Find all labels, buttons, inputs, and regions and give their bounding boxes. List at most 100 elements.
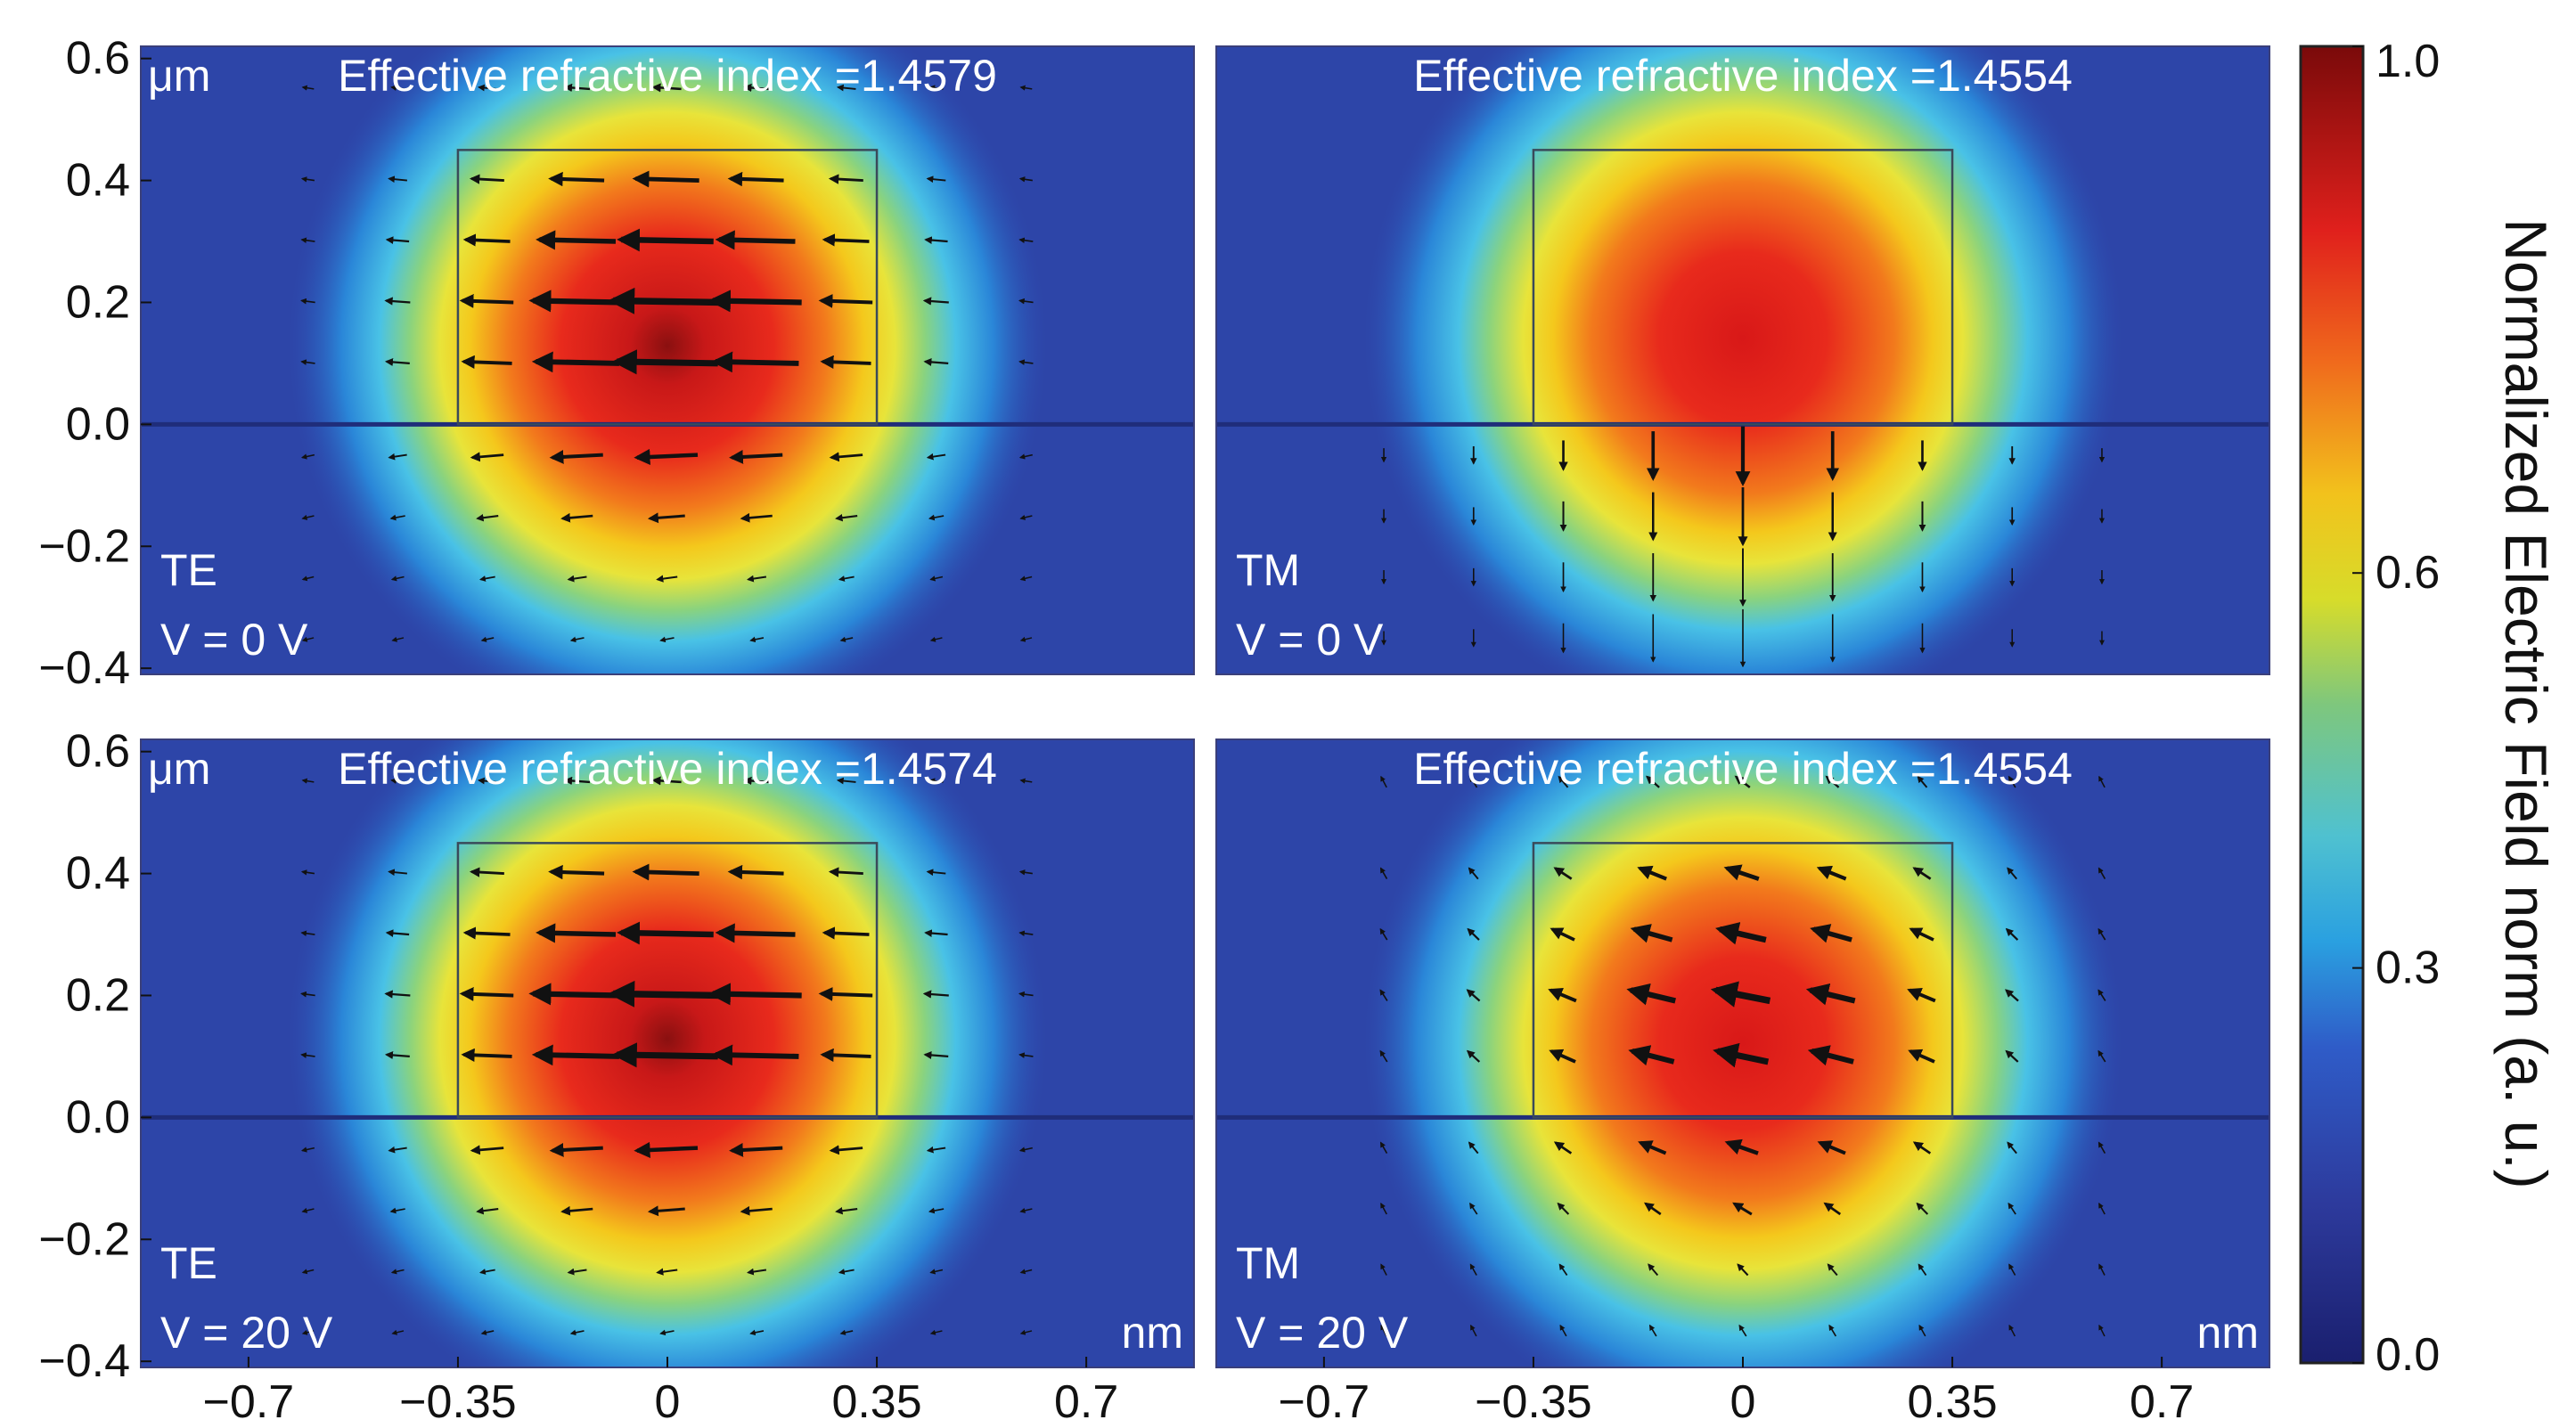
field-arrow: [2098, 927, 2106, 941]
field-arrow: [929, 1329, 943, 1335]
field-arrow: [1723, 864, 1760, 881]
waveguide-outline: [1532, 149, 1954, 426]
field-arrow: [929, 1269, 944, 1275]
field-arrow: [928, 514, 945, 521]
field-arrow: [1828, 1324, 1837, 1337]
field-arrow: [1807, 1045, 1854, 1066]
field-arrow: [1557, 1202, 1570, 1215]
field-arrow: [1019, 85, 1033, 91]
voltage-label: V = 20 V: [160, 1308, 333, 1358]
field-arrow: [301, 1207, 315, 1213]
field-arrow: [301, 778, 315, 784]
field-arrow: [715, 923, 796, 943]
field-arrow: [1912, 867, 1932, 880]
field-arrow: [634, 448, 699, 466]
field-arrow: [1827, 1263, 1838, 1277]
field-arrow: [839, 1329, 854, 1335]
field-arrow: [384, 1050, 410, 1059]
mode-label: TE: [160, 545, 217, 595]
colorbar-tick-label: 0.0: [2376, 1329, 2440, 1381]
field-arrow: [390, 778, 405, 784]
field-arrow: [300, 237, 315, 244]
field-arrow: [1626, 983, 1676, 1006]
field-arrow: [1648, 1324, 1657, 1337]
field-arrow: [922, 297, 949, 306]
field-arrow: [389, 1207, 405, 1214]
effective-index-label: Effective refractive index =1.4554: [1413, 744, 2073, 794]
colorbar-gradient: [2299, 45, 2365, 1365]
field-arrow: [528, 983, 623, 1006]
field-map: [141, 739, 1194, 1367]
field-arrow: [1380, 775, 1387, 788]
effective-index-label: Effective refractive index =1.4574: [338, 744, 997, 794]
field-arrow: [1380, 1324, 1387, 1337]
effective-index-label: Effective refractive index =1.4579: [338, 51, 997, 101]
field-arrow: [1380, 1202, 1387, 1215]
y-tick-label: 0.2: [66, 276, 130, 328]
field-arrow: [1643, 1202, 1662, 1216]
field-arrow: [2007, 867, 2018, 880]
field-arrow: [567, 1268, 587, 1276]
field-intensity-spot: [1363, 46, 2122, 674]
x-unit-label: nm: [1122, 1308, 1183, 1358]
field-arrow: [1019, 575, 1033, 582]
field-arrow: [926, 175, 946, 184]
field-arrow: [384, 357, 410, 366]
field-arrow: [385, 929, 410, 937]
field-arrow: [549, 450, 603, 464]
field-arrow: [922, 990, 949, 999]
field-arrow: [1018, 1146, 1033, 1153]
field-arrow: [1018, 359, 1034, 365]
panel-te-0v: Effective refractive index =1.4579 TE V = …: [38, 33, 1195, 694]
field-arrow: [384, 297, 411, 306]
x-tick-label: −0.35: [399, 1376, 517, 1428]
field-arrow: [611, 1042, 718, 1068]
field-arrow: [300, 359, 315, 365]
field-arrow: [1918, 1263, 1927, 1276]
field-arrow: [1715, 922, 1767, 945]
field-arrow: [727, 171, 784, 187]
field-arrow: [1724, 1138, 1759, 1155]
voltage-label: V = 20 V: [1236, 1308, 1409, 1358]
field-arrow: [1558, 1263, 1568, 1276]
x-tick-label: −0.35: [1475, 1376, 1592, 1428]
field-arrow: [2098, 989, 2106, 1001]
field-arrow: [828, 867, 863, 877]
field-arrow: [2098, 1049, 2106, 1063]
field-arrow: [836, 84, 856, 92]
y-tick-label: −0.2: [38, 520, 130, 572]
field-arrow: [563, 776, 591, 786]
waveguide-outline: [1532, 842, 1954, 1119]
field-arrow: [820, 355, 871, 369]
y-tick-label: −0.2: [38, 1213, 130, 1265]
field-arrow: [829, 1145, 863, 1155]
field-arrow: [747, 575, 767, 583]
field-arrow: [651, 83, 682, 93]
field-arrow: [560, 1205, 593, 1216]
field-arrow: [1379, 927, 1388, 941]
panel-tm-0v: Effective refractive index =1.4554 TM V = …: [1215, 45, 2270, 675]
field-arrow: [1018, 869, 1033, 876]
panel-frame: [1215, 45, 2270, 675]
field-arrow: [1468, 867, 1479, 880]
field-arrow: [549, 1143, 603, 1157]
field-arrow: [929, 636, 943, 642]
field-arrow: [461, 355, 512, 369]
field-arrow: [1470, 1324, 1477, 1337]
field-arrow: [1912, 1141, 1932, 1155]
field-arrow: [567, 575, 587, 583]
field-arrow: [707, 290, 802, 313]
field-arrow: [569, 1329, 585, 1336]
field-arrow: [390, 1269, 405, 1275]
field-arrow: [548, 864, 605, 880]
field-arrow: [1909, 927, 1934, 942]
field-arrow: [300, 869, 315, 876]
field-arrow: [749, 636, 765, 643]
y-tick-label: −0.4: [38, 642, 130, 694]
field-arrow: [1019, 1207, 1033, 1213]
field-arrow: [300, 1052, 315, 1058]
field-arrow: [727, 864, 784, 880]
field-arrow: [924, 929, 948, 937]
field-arrow: [2008, 1263, 2016, 1276]
field-map: [1216, 739, 2269, 1367]
